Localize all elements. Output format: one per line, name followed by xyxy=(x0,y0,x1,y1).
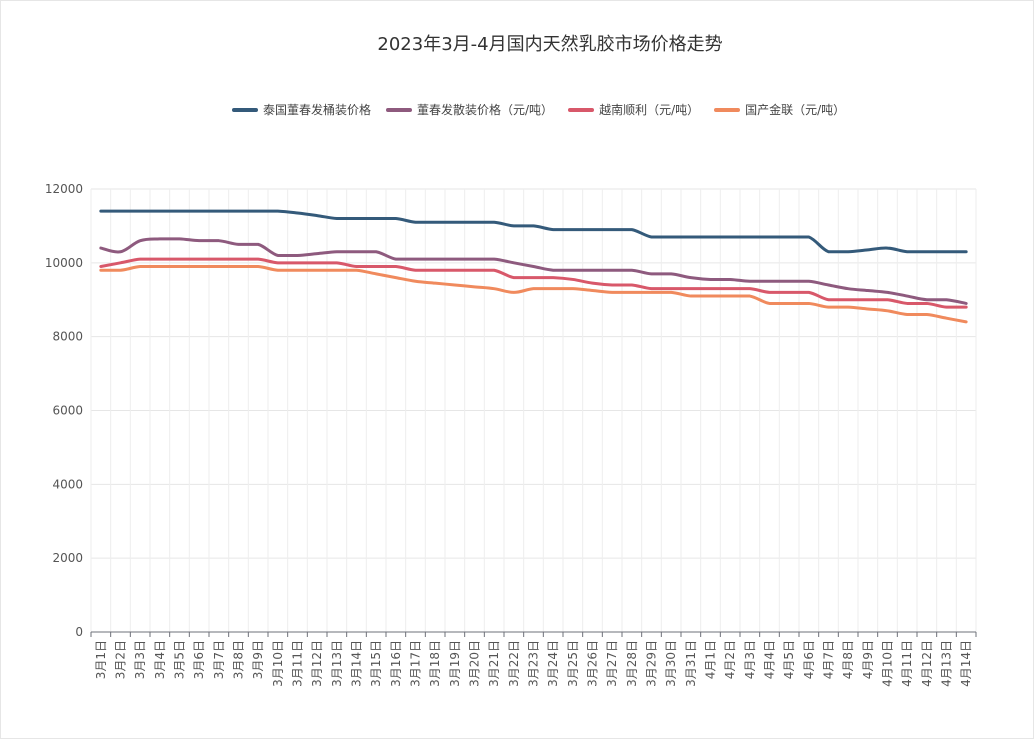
y-tick-label: 6000 xyxy=(52,404,83,418)
x-tick-label: 4月11日 xyxy=(900,640,914,687)
legend-label-1: 董春发散装价格（元/吨） xyxy=(417,103,554,117)
x-tick-label: 3月29日 xyxy=(645,640,659,687)
x-tick-label: 4月12日 xyxy=(920,640,934,687)
x-tick-label: 4月14日 xyxy=(959,640,973,687)
legend-item-series-2[interactable]: 越南顺利（元/吨） xyxy=(568,101,699,118)
series-line-0[interactable] xyxy=(99,209,968,254)
legend-label-3: 国产金联（元/吨） xyxy=(745,103,846,117)
legend-swatch-0 xyxy=(232,107,258,112)
x-tick-label: 3月30日 xyxy=(664,640,678,687)
x-tick-label: 3月6日 xyxy=(192,640,206,679)
x-tick-label: 4月1日 xyxy=(704,640,718,679)
legend-label-2: 越南顺利（元/吨） xyxy=(599,103,700,117)
x-tick-label: 3月28日 xyxy=(625,640,639,687)
x-tick-label: 3月7日 xyxy=(212,640,226,679)
x-tick-label: 3月3日 xyxy=(133,640,147,679)
y-tick-label: 4000 xyxy=(52,477,83,491)
x-tick-label: 3月1日 xyxy=(94,640,108,679)
x-tick-label: 3月8日 xyxy=(232,640,246,679)
x-tick-label: 4月8日 xyxy=(841,640,855,679)
x-tick-label: 3月31日 xyxy=(684,640,698,687)
legend-swatch-1 xyxy=(386,107,413,112)
x-tick-label: 3月14日 xyxy=(350,640,364,687)
x-tick-label: 4月3日 xyxy=(743,640,757,679)
x-tick-label: 3月15日 xyxy=(369,640,383,687)
y-axis-ticks: 0 2000 4000 6000 8000 10000 12000 xyxy=(45,182,83,639)
legend-item-series-1[interactable]: 董春发散装价格（元/吨） xyxy=(386,101,553,118)
x-tick-label: 3月4日 xyxy=(153,640,167,679)
x-tick-label: 4月10日 xyxy=(881,640,895,687)
series-line-3[interactable] xyxy=(99,265,968,324)
axes xyxy=(90,631,977,637)
x-tick-label: 3月11日 xyxy=(291,640,305,687)
x-tick-label: 4月9日 xyxy=(861,640,875,679)
x-axis-ticks: 3月1日 3月2日 3月3日 3月4日 3月5日 3月6日 3月7日 3月8日 3月9日 3月10… xyxy=(94,640,973,687)
grid-lines xyxy=(90,188,977,633)
x-tick-label: 3月18日 xyxy=(428,640,442,687)
y-tick-label: 12000 xyxy=(45,182,83,196)
x-tick-label: 4月13日 xyxy=(940,640,954,687)
legend-item-series-3[interactable]: 国产金联（元/吨） xyxy=(714,101,845,118)
x-tick-label: 3月12日 xyxy=(310,640,324,687)
series-line-1[interactable] xyxy=(99,237,968,305)
x-tick-label: 3月16日 xyxy=(389,640,403,687)
chart-legend: 泰国董春发桶装价格 董春发散装价格（元/吨） 越南顺利（元/吨） 国产金联（元/… xyxy=(232,101,845,118)
x-tick-label: 4月4日 xyxy=(763,640,777,679)
x-tick-label: 3月10日 xyxy=(271,640,285,687)
x-tick-label: 4月7日 xyxy=(822,640,836,679)
legend-item-series-0[interactable]: 泰国董春发桶装价格 xyxy=(232,101,371,118)
x-tick-label: 3月22日 xyxy=(507,640,521,687)
x-tick-label: 3月17日 xyxy=(409,640,423,687)
x-tick-label: 4月6日 xyxy=(802,640,816,679)
x-tick-label: 4月5日 xyxy=(782,640,796,679)
legend-swatch-2 xyxy=(568,107,595,112)
x-tick-label: 3月25日 xyxy=(566,640,580,687)
y-tick-label: 2000 xyxy=(52,551,83,565)
x-tick-label: 3月13日 xyxy=(330,640,344,687)
chart-title: 2023年3月-4月国内天然乳胶市场价格走势 xyxy=(377,34,723,55)
x-tick-label: 3月2日 xyxy=(114,640,128,679)
x-tick-label: 3月24日 xyxy=(546,640,560,687)
x-tick-label: 3月27日 xyxy=(605,640,619,687)
series-lines xyxy=(99,209,968,324)
y-tick-label: 0 xyxy=(75,625,83,639)
series-line-2[interactable] xyxy=(99,257,968,309)
x-tick-label: 3月19日 xyxy=(448,640,462,687)
legend-swatch-3 xyxy=(714,107,741,112)
x-tick-label: 3月5日 xyxy=(173,640,187,679)
x-tick-label: 4月2日 xyxy=(723,640,737,679)
y-tick-label: 10000 xyxy=(45,256,83,270)
x-tick-label: 3月9日 xyxy=(251,640,265,679)
y-tick-label: 8000 xyxy=(52,330,83,344)
legend-label-0: 泰国董春发桶装价格 xyxy=(263,103,372,117)
x-tick-label: 3月26日 xyxy=(586,640,600,687)
x-tick-label: 3月21日 xyxy=(487,640,501,687)
x-tick-label: 3月23日 xyxy=(527,640,541,687)
x-tick-label: 3月20日 xyxy=(468,640,482,687)
